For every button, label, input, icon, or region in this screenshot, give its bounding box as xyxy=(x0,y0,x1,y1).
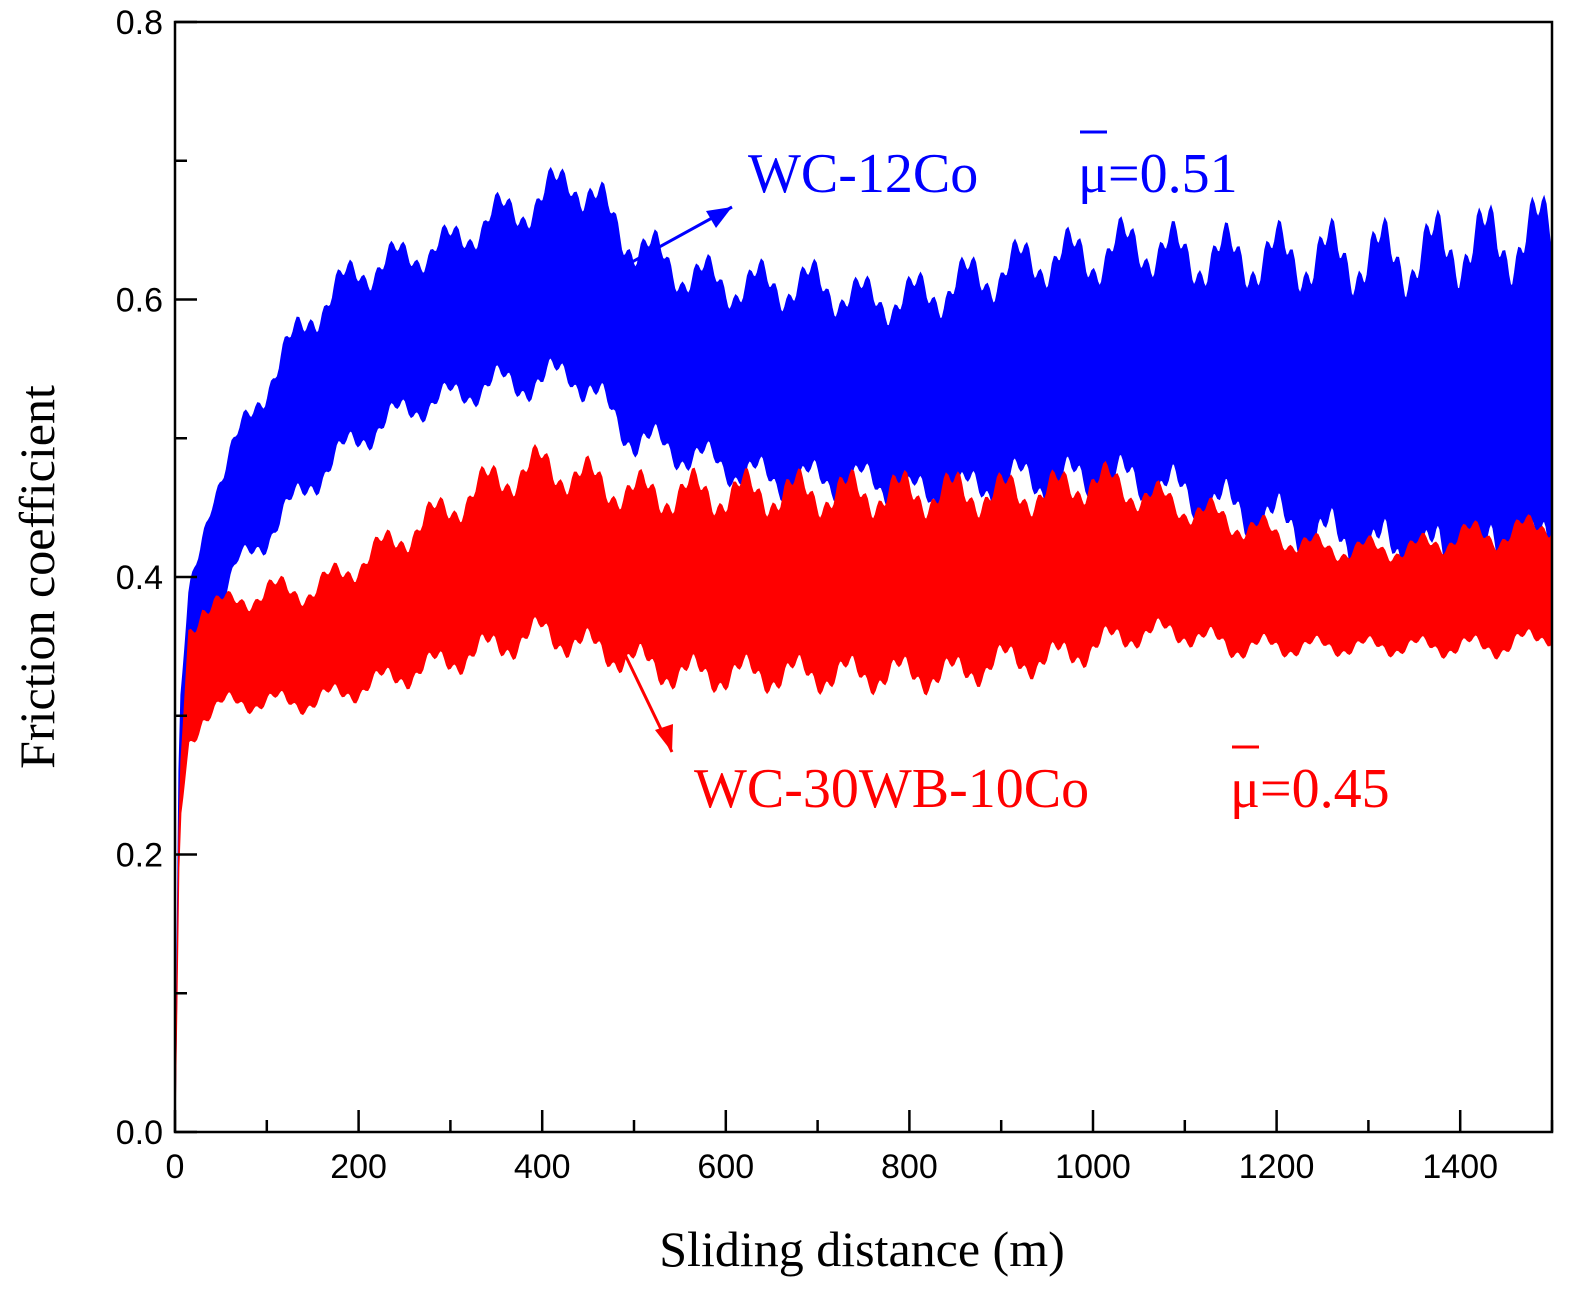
annotation-mu-wc30wb10co: μ=0.45 xyxy=(1230,758,1390,820)
annotation-material-wc12co: WC-12Co xyxy=(748,143,978,205)
y-tick-label: 0.6 xyxy=(116,282,163,320)
annotation-mu-value-wc12co: =0.51 xyxy=(1108,143,1238,205)
x-tick-label: 1200 xyxy=(1239,1148,1315,1186)
annotation-mu-symbol-wc12co: μ xyxy=(1078,143,1108,205)
y-axis-title: Friction coefficient xyxy=(9,385,65,769)
x-tick-label: 200 xyxy=(330,1148,387,1186)
series-layer xyxy=(174,166,1553,1133)
annotation-label-wc30wb10co: WC-30WB-10Co xyxy=(694,758,1089,820)
annotation-mu-wc12co: μ=0.51 xyxy=(1078,143,1238,205)
annotation-material-wc30wb10co: WC-30WB-10Co xyxy=(694,758,1089,820)
x-tick-label: 1400 xyxy=(1422,1148,1498,1186)
x-tick-label: 1000 xyxy=(1055,1148,1131,1186)
y-tick-label: 0.0 xyxy=(116,1114,163,1152)
x-tick-label: 0 xyxy=(166,1148,185,1186)
x-tick-label: 800 xyxy=(881,1148,938,1186)
y-tick-label: 0.2 xyxy=(116,837,163,875)
ticks-layer: 0 200 400 600 800 1000 1200 1400 0.0 0.2 0.4 0.6 0.8 xyxy=(116,4,1554,1186)
x-tick-label: 600 xyxy=(697,1148,754,1186)
y-tick-label: 0.4 xyxy=(116,559,163,597)
y-tick-label: 0.8 xyxy=(116,4,163,42)
annotation-arrowhead-wc12co xyxy=(706,207,732,228)
annotation-mu-symbol-wc30wb10co: μ xyxy=(1230,758,1260,820)
annotation-arrowhead-wc30wb10co xyxy=(655,724,673,752)
x-axis-title: Sliding distance (m) xyxy=(659,1221,1065,1277)
annotation-label-wc12co: WC-12Co xyxy=(748,143,978,205)
annotation-mu-value-wc30wb10co: =0.45 xyxy=(1260,758,1390,820)
x-tick-label: 400 xyxy=(514,1148,571,1186)
